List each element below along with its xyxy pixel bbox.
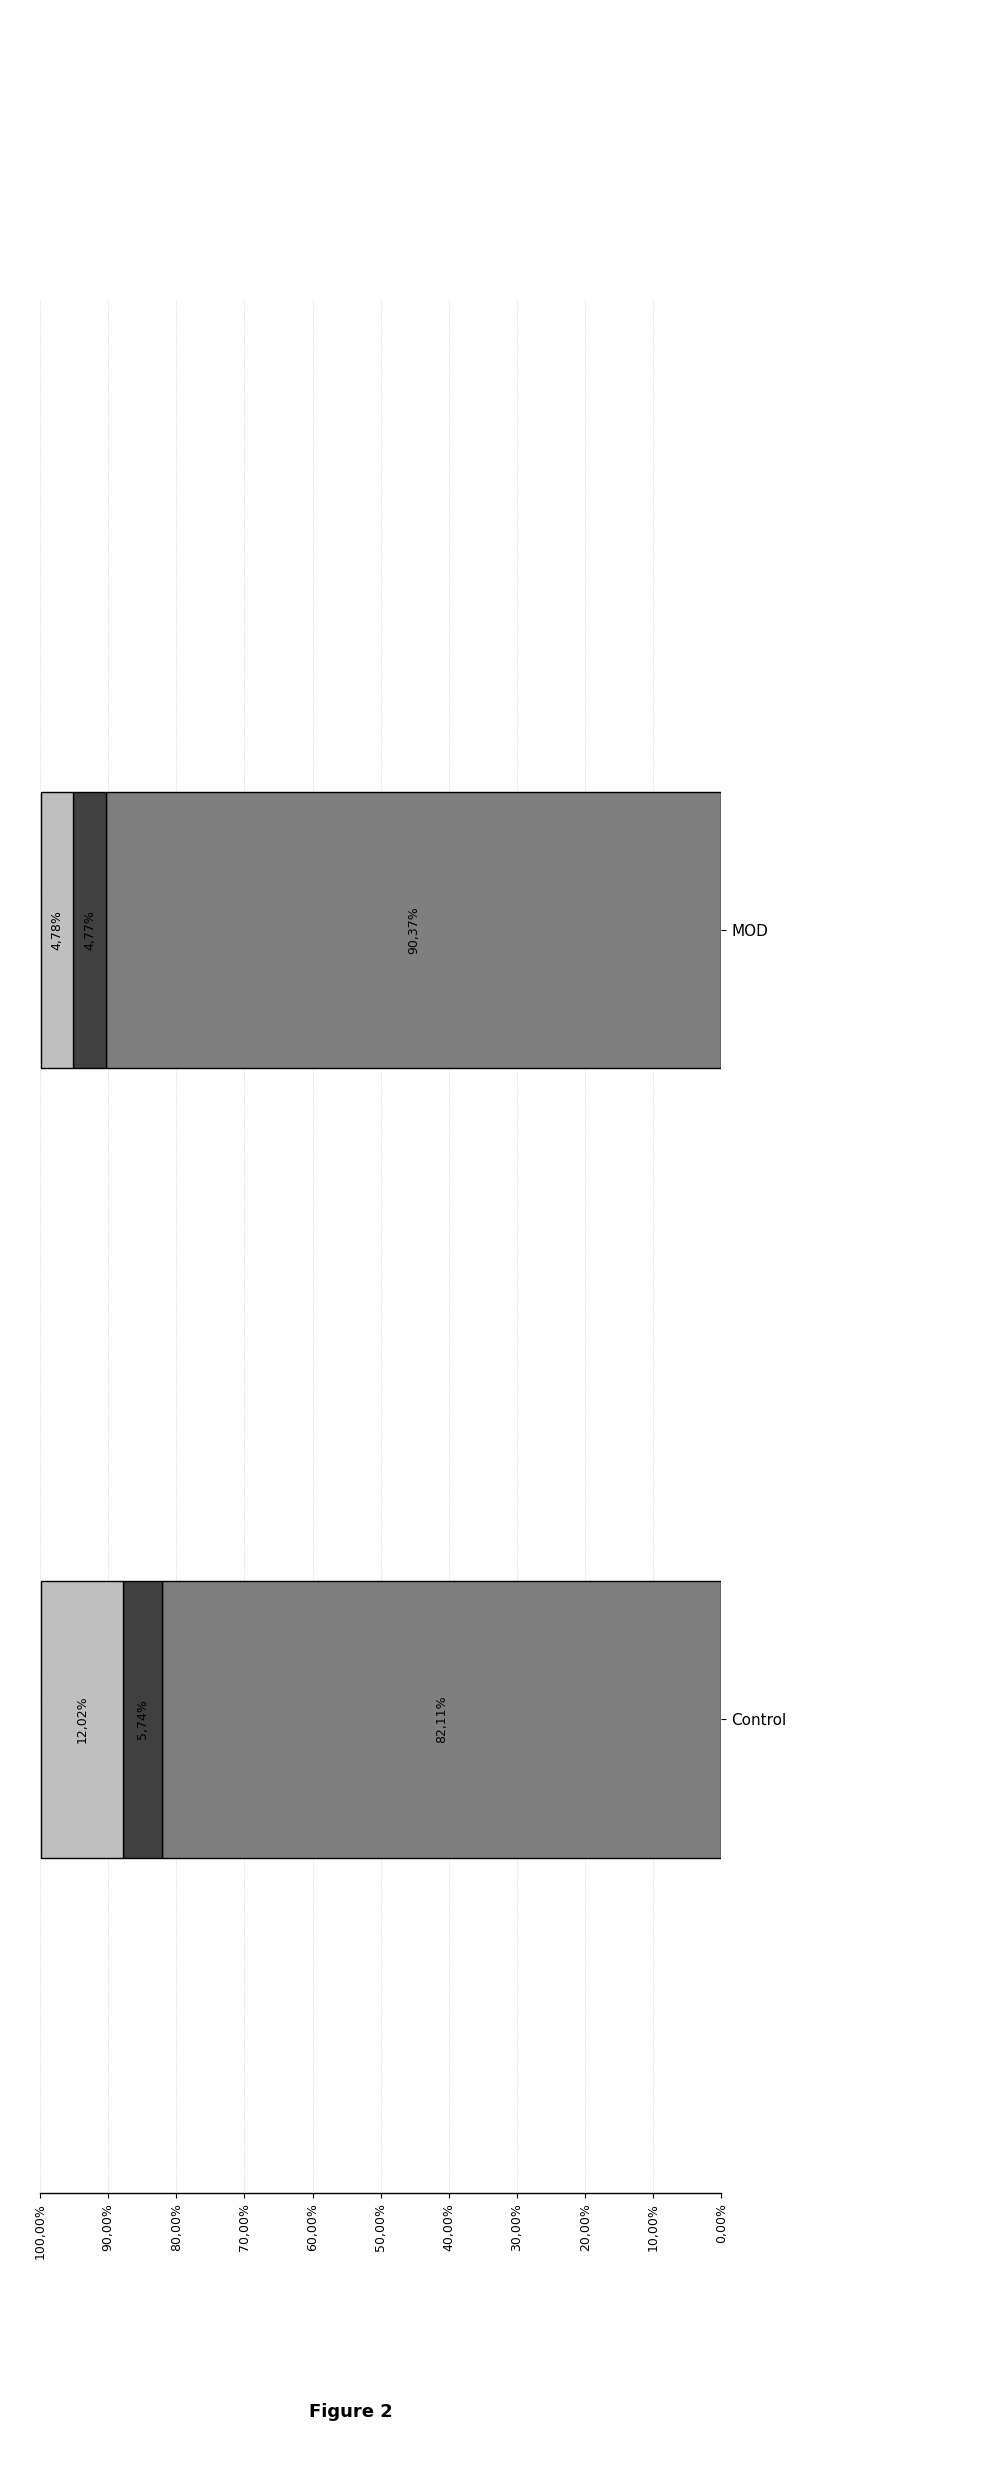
Text: Figure 2: Figure 2 bbox=[309, 2402, 393, 2422]
Bar bbox=[162, 1582, 721, 1857]
Bar bbox=[41, 792, 73, 1069]
Bar bbox=[123, 1582, 162, 1857]
Text: 12,02%: 12,02% bbox=[75, 1695, 88, 1744]
Bar bbox=[41, 1582, 123, 1857]
Text: 90,37%: 90,37% bbox=[407, 907, 420, 954]
Text: 82,11%: 82,11% bbox=[435, 1695, 448, 1744]
Text: 4,78%: 4,78% bbox=[50, 910, 63, 949]
Text: 4,77%: 4,77% bbox=[83, 910, 96, 949]
Bar bbox=[105, 792, 721, 1069]
Text: 5,74%: 5,74% bbox=[136, 1700, 149, 1739]
Bar bbox=[73, 792, 105, 1069]
